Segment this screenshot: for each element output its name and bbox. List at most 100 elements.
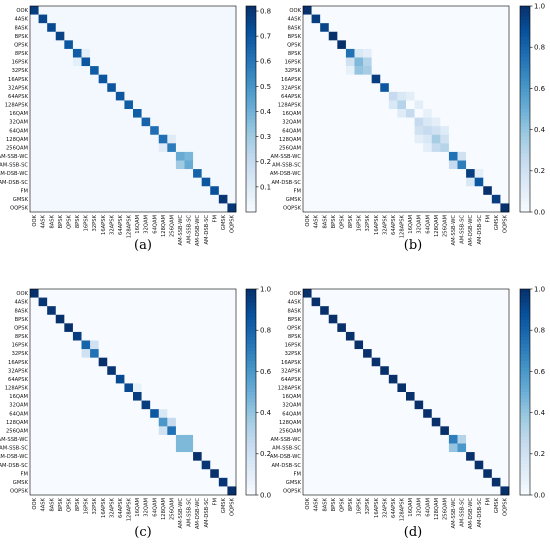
heatmap-cell: [457, 409, 467, 419]
colorbar-segment: [246, 84, 256, 89]
heatmap-cell: [448, 143, 458, 153]
heatmap-cell: [303, 340, 312, 350]
heatmap-cell: [150, 126, 160, 136]
heatmap-cell: [380, 417, 390, 427]
heatmap-cell: [90, 91, 99, 101]
heatmap-cell: [184, 374, 194, 384]
heatmap-cell: [133, 374, 142, 384]
heatmap-cell: [363, 383, 372, 393]
heatmap-cell: [371, 109, 381, 118]
heatmap-cell: [328, 400, 338, 410]
heatmap-cell: [328, 186, 338, 196]
heatmap-cell: [423, 486, 433, 496]
heatmap-cell: [354, 177, 364, 187]
heatmap-cell: [90, 31, 99, 41]
heatmap-cell: [440, 366, 450, 376]
heatmap-cell: [440, 357, 450, 367]
colorbar-segment: [246, 409, 256, 413]
x-tick-label: AM-DSB-WC: [195, 215, 201, 247]
heatmap-cell: [201, 203, 211, 213]
heatmap-cell: [150, 349, 160, 358]
heatmap-cell: [345, 297, 355, 307]
heatmap-cell: [448, 331, 458, 341]
heatmap-cell: [320, 23, 330, 33]
colorbar-tick-label: 0.8: [260, 327, 271, 335]
heatmap-cell: [133, 40, 142, 50]
colorbar-segment: [520, 198, 530, 203]
y-tick-label: 64QAM: [9, 128, 28, 134]
heatmap-cell: [491, 400, 501, 410]
heatmap-cell: [64, 143, 74, 153]
heatmap-cell: [115, 374, 125, 384]
heatmap-cell: [115, 383, 125, 393]
heatmap-cell: [98, 126, 108, 136]
x-tick-label: OOK: [32, 497, 38, 509]
heatmap-cell: [311, 100, 321, 110]
x-tick-label: 8PSK: [75, 497, 81, 511]
colorbar-segment: [246, 57, 256, 62]
heatmap-cell: [474, 340, 484, 350]
heatmap-cell: [483, 23, 493, 33]
heatmap-cell: [184, 400, 194, 410]
heatmap-cell: [303, 417, 312, 427]
x-tick-label: 16APSK: [374, 497, 380, 518]
heatmap-cell: [320, 14, 330, 24]
heatmap-cell: [466, 392, 475, 401]
heatmap-cell: [457, 177, 467, 187]
y-tick-label: 128QAM: [6, 420, 28, 426]
heatmap-cell: [431, 323, 441, 333]
heatmap-cell: [184, 469, 194, 479]
heatmap-cell: [81, 151, 91, 161]
heatmap-cell: [380, 134, 390, 144]
colorbar-segment: [246, 385, 256, 389]
heatmap-cell: [423, 443, 433, 453]
heatmap-cell: [150, 194, 160, 204]
heatmap-cell: [440, 48, 450, 58]
colorbar-segment: [520, 91, 530, 96]
heatmap-cell: [388, 469, 398, 479]
heatmap-cell: [466, 177, 475, 187]
heatmap-cell: [354, 409, 364, 419]
heatmap-cell: [55, 452, 65, 461]
heatmap-cell: [474, 177, 484, 187]
heatmap-cell: [201, 100, 211, 110]
heatmap-cell: [440, 57, 450, 67]
heatmap-cell: [483, 289, 493, 298]
heatmap-cell: [431, 426, 441, 436]
heatmap-cell: [320, 460, 330, 470]
heatmap-cell: [38, 186, 48, 196]
heatmap-cell: [431, 100, 441, 110]
heatmap-cell: [397, 91, 407, 101]
heatmap-cell: [406, 469, 415, 479]
heatmap-cell: [431, 6, 441, 15]
heatmap-cell: [328, 100, 338, 110]
heatmap-cell: [64, 117, 74, 127]
heatmap-cell: [107, 74, 117, 84]
heatmap-cell: [38, 486, 48, 496]
heatmap-cell: [201, 331, 211, 341]
heatmap-cell: [141, 66, 151, 75]
x-tick-label: AM-DSB-SC: [477, 215, 483, 245]
x-tick-label: AM-SSB-WC: [178, 215, 184, 246]
heatmap-cell: [423, 297, 433, 307]
heatmap-cell: [175, 452, 185, 461]
y-tick-label: 32PSK: [12, 351, 29, 357]
heatmap-cell: [81, 426, 91, 436]
heatmap-cell: [227, 477, 237, 487]
heatmap-cell: [466, 383, 475, 393]
heatmap-cell: [55, 48, 65, 58]
heatmap-cell: [218, 203, 228, 213]
heatmap-cell: [115, 109, 125, 118]
heatmap-cell: [363, 83, 372, 93]
x-tick-label: 32APSK: [109, 214, 115, 235]
heatmap-cell: [337, 48, 347, 58]
heatmap-cell: [158, 83, 168, 93]
heatmap-cell: [218, 357, 228, 367]
x-tick-label: 16QAM: [408, 215, 414, 234]
colorbar-segment: [246, 157, 256, 161]
panel-c: OOKOOK4ASK4ASK8ASK8ASKBPSKBPSKQPSKQPSK8P…: [0, 285, 272, 529]
colorbar-tick-label: 0.0: [534, 491, 545, 499]
heatmap-cell: [124, 349, 134, 358]
heatmap-cell: [328, 469, 338, 479]
colorbar-segment: [520, 343, 530, 348]
